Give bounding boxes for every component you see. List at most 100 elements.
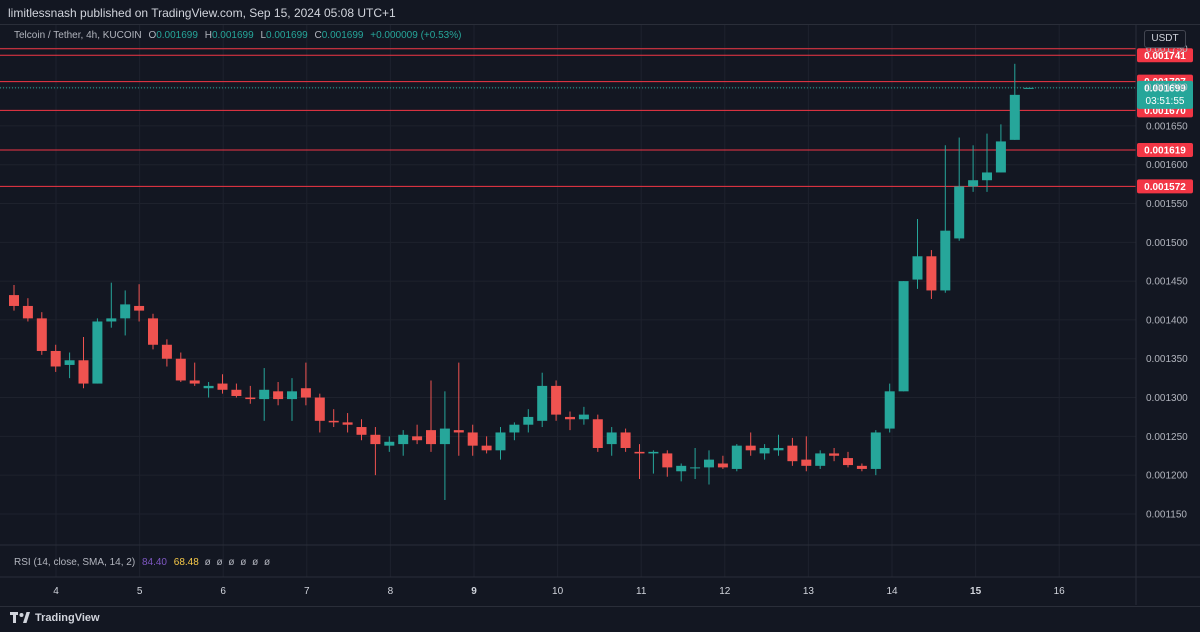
rsi-placeholder: ø bbox=[240, 557, 247, 568]
price-chart[interactable]: 0.0017410.0017070.0016700.0016190.001572… bbox=[0, 25, 1200, 605]
candle-body bbox=[968, 180, 979, 187]
open-value: 0.001699 bbox=[156, 30, 198, 41]
candle-body bbox=[912, 256, 923, 280]
candle-body bbox=[801, 459, 812, 466]
rsi-legend[interactable]: RSI (14, close, SMA, 14, 2) 84.40 68.48 … bbox=[14, 557, 270, 568]
candle-body bbox=[648, 451, 659, 454]
open-label: O bbox=[148, 30, 157, 41]
candle-body bbox=[551, 385, 562, 415]
y-tick-label: 0.001600 bbox=[1146, 160, 1188, 171]
candle-body bbox=[509, 424, 520, 433]
candle-body bbox=[495, 432, 506, 451]
candle-body bbox=[50, 350, 61, 367]
x-tick-label: 5 bbox=[137, 586, 143, 597]
y-tick-label: 0.001450 bbox=[1146, 277, 1188, 288]
last-price-label: 0.001699 bbox=[1144, 83, 1186, 94]
candle-body bbox=[926, 256, 937, 291]
y-tick-label: 0.001400 bbox=[1146, 315, 1188, 326]
candle-body bbox=[1009, 94, 1020, 140]
candle-body bbox=[954, 186, 965, 239]
candle-body bbox=[1023, 87, 1034, 89]
y-tick-label: 0.001150 bbox=[1146, 509, 1187, 520]
candle-body bbox=[398, 434, 409, 445]
candle-body bbox=[843, 458, 853, 466]
brand-name: TradingView bbox=[35, 612, 100, 624]
candle-body bbox=[537, 385, 548, 421]
candle-body bbox=[481, 445, 492, 451]
candle-body bbox=[245, 397, 256, 400]
close-label: C bbox=[314, 30, 322, 41]
y-tick-label: 0.001700 bbox=[1146, 83, 1188, 94]
x-tick-label: 4 bbox=[53, 586, 59, 597]
rsi-value: 84.40 bbox=[141, 557, 167, 568]
low-value: 0.001699 bbox=[266, 30, 308, 41]
candle-body bbox=[898, 281, 909, 392]
candle-body bbox=[731, 445, 742, 469]
candle-body bbox=[620, 432, 631, 448]
x-tick-label: 11 bbox=[636, 586, 647, 597]
candle-body bbox=[717, 463, 728, 468]
candle-body bbox=[92, 321, 103, 384]
y-tick-label: 0.001200 bbox=[1146, 471, 1188, 482]
candle-body bbox=[231, 389, 242, 396]
candle-body bbox=[370, 434, 381, 445]
candle-body bbox=[439, 428, 450, 445]
rsi-placeholder: ø bbox=[252, 557, 259, 568]
publisher-bar: limitlessnash published on TradingView.c… bbox=[0, 0, 1200, 25]
x-tick-label: 13 bbox=[803, 586, 815, 597]
y-tick-label: 0.001250 bbox=[1146, 432, 1188, 443]
candle-body bbox=[565, 416, 575, 420]
countdown-label: 03:51:55 bbox=[1146, 96, 1185, 107]
candle-body bbox=[982, 172, 992, 181]
candle-body bbox=[787, 445, 798, 462]
candle-body bbox=[856, 465, 867, 469]
candle-body bbox=[356, 427, 367, 435]
x-tick-label: 6 bbox=[220, 586, 226, 597]
x-tick-label: 15 bbox=[970, 586, 982, 597]
level-tag bbox=[1137, 48, 1193, 63]
candle-body bbox=[759, 447, 770, 454]
candle-body bbox=[161, 344, 172, 359]
rsi-placeholder: ø bbox=[264, 557, 271, 568]
x-tick-label: 8 bbox=[388, 586, 394, 597]
x-tick-label: 16 bbox=[1054, 586, 1066, 597]
candle-body bbox=[412, 436, 423, 441]
high-label: H bbox=[204, 30, 212, 41]
candle-body bbox=[287, 391, 297, 400]
y-tick-label: 0.001300 bbox=[1146, 393, 1188, 404]
candle-body bbox=[815, 453, 826, 466]
candle-body bbox=[690, 467, 701, 469]
candle-body bbox=[148, 318, 158, 345]
candle-body bbox=[78, 360, 89, 384]
level-tag-label: 0.001741 bbox=[1144, 51, 1186, 62]
currency-button[interactable]: USDT bbox=[1144, 30, 1186, 48]
y-tick-label: 0.001500 bbox=[1146, 238, 1188, 249]
candle-body bbox=[829, 453, 840, 456]
rsi-placeholder: ø bbox=[228, 557, 235, 568]
candle-body bbox=[189, 380, 200, 384]
candle-body bbox=[453, 430, 464, 433]
rsi-placeholder: ø bbox=[204, 557, 211, 568]
symbol-name: Telcoin / Tether, 4h, KUCOIN bbox=[14, 30, 142, 41]
candle-body bbox=[940, 230, 951, 291]
candle-body bbox=[467, 432, 478, 446]
y-tick-label: 0.001350 bbox=[1146, 354, 1188, 365]
footer-bar: TradingView bbox=[0, 606, 1200, 632]
candle-body bbox=[578, 414, 589, 420]
candle-body bbox=[203, 385, 214, 389]
y-tick-label: 0.001750 bbox=[1146, 44, 1188, 55]
rsi-sma-value: 68.48 bbox=[173, 557, 199, 568]
x-tick-label: 10 bbox=[552, 586, 564, 597]
brand-logo[interactable]: TradingView bbox=[10, 612, 100, 624]
high-value: 0.001699 bbox=[211, 30, 254, 41]
chart-area[interactable]: 0.0017410.0017070.0016700.0016190.001572… bbox=[0, 25, 1200, 605]
x-tick-label: 12 bbox=[719, 586, 731, 597]
candle-body bbox=[120, 304, 131, 319]
x-tick-label: 7 bbox=[304, 586, 310, 597]
candle-body bbox=[134, 305, 145, 311]
candle-body bbox=[106, 318, 117, 322]
level-tag-label: 0.001619 bbox=[1144, 145, 1186, 156]
x-tick-label: 14 bbox=[886, 586, 898, 597]
candle-body bbox=[523, 416, 534, 425]
candle-body bbox=[745, 445, 756, 451]
